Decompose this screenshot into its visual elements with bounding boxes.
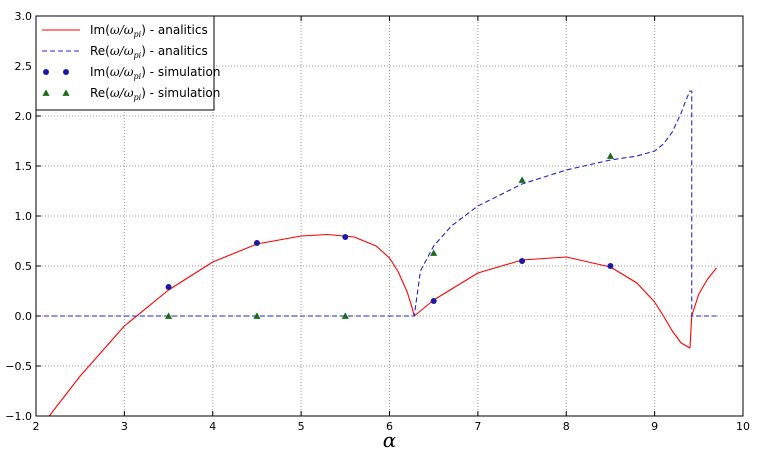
y-tick-label: 0.5 <box>15 260 33 273</box>
legend-label: Re(ω/ωpi) - simulation <box>90 86 220 102</box>
y-tick-label: 1.5 <box>15 160 33 173</box>
legend-entry: Re(ω/ωpi) - simulation <box>42 86 220 102</box>
y-tick-label: 1.0 <box>15 210 33 223</box>
legend-entry: Re(ω/ωpi) - analitics <box>42 44 208 60</box>
x-tick-label: 3 <box>121 420 128 433</box>
series-line <box>48 233 717 416</box>
x-tick-label: 6 <box>386 420 393 433</box>
legend-entry: Im(ω/ωpi) - simulation <box>43 65 220 81</box>
legend-swatch <box>43 69 49 75</box>
x-tick-label: 2 <box>33 420 40 433</box>
data-point <box>253 312 261 319</box>
x-tick-label: 5 <box>298 420 305 433</box>
data-point <box>518 176 526 183</box>
legend-label: Im(ω/ωpi) - analitics <box>90 23 208 39</box>
y-tick-label: −1.0 <box>5 410 32 423</box>
data-point <box>342 234 349 240</box>
data-point <box>607 263 614 269</box>
y-tick-label: 2.0 <box>15 110 33 123</box>
series-1 <box>36 90 717 317</box>
legend-label: Re(ω/ωpi) - analitics <box>90 44 208 60</box>
legend-swatch <box>62 89 70 96</box>
data-point <box>164 312 173 319</box>
series-layer <box>36 90 717 416</box>
data-point <box>519 258 526 264</box>
legend-swatch <box>42 89 50 96</box>
y-tick-label: 3.0 <box>15 10 33 23</box>
legend-swatch <box>63 69 69 75</box>
y-tick-label: 0.0 <box>15 310 33 323</box>
data-point <box>430 298 437 304</box>
x-tick-label: 8 <box>563 420 570 433</box>
series-2 <box>165 234 614 304</box>
data-point <box>253 240 260 246</box>
x-axis-title: α <box>383 428 397 452</box>
y-tick-label: −0.5 <box>5 360 32 373</box>
x-tick-label: 4 <box>209 420 216 433</box>
data-point <box>341 312 349 319</box>
series-0 <box>48 233 717 416</box>
series-line <box>36 90 717 317</box>
y-tick-label: 2.5 <box>15 60 33 73</box>
legend: Im(ω/ωpi) - analitics Re(ω/ωpi) - analiti… <box>35 15 220 111</box>
series-3 <box>164 152 615 319</box>
legend-entry: Im(ω/ωpi) - analitics <box>42 23 208 39</box>
x-tick-label: 9 <box>651 420 658 433</box>
legend-label: Im(ω/ωpi) - simulation <box>90 65 220 81</box>
data-point <box>165 284 172 290</box>
data-point <box>430 249 438 256</box>
x-tick-label: 10 <box>736 420 750 433</box>
data-point <box>606 152 615 159</box>
x-tick-label: 7 <box>474 420 481 433</box>
